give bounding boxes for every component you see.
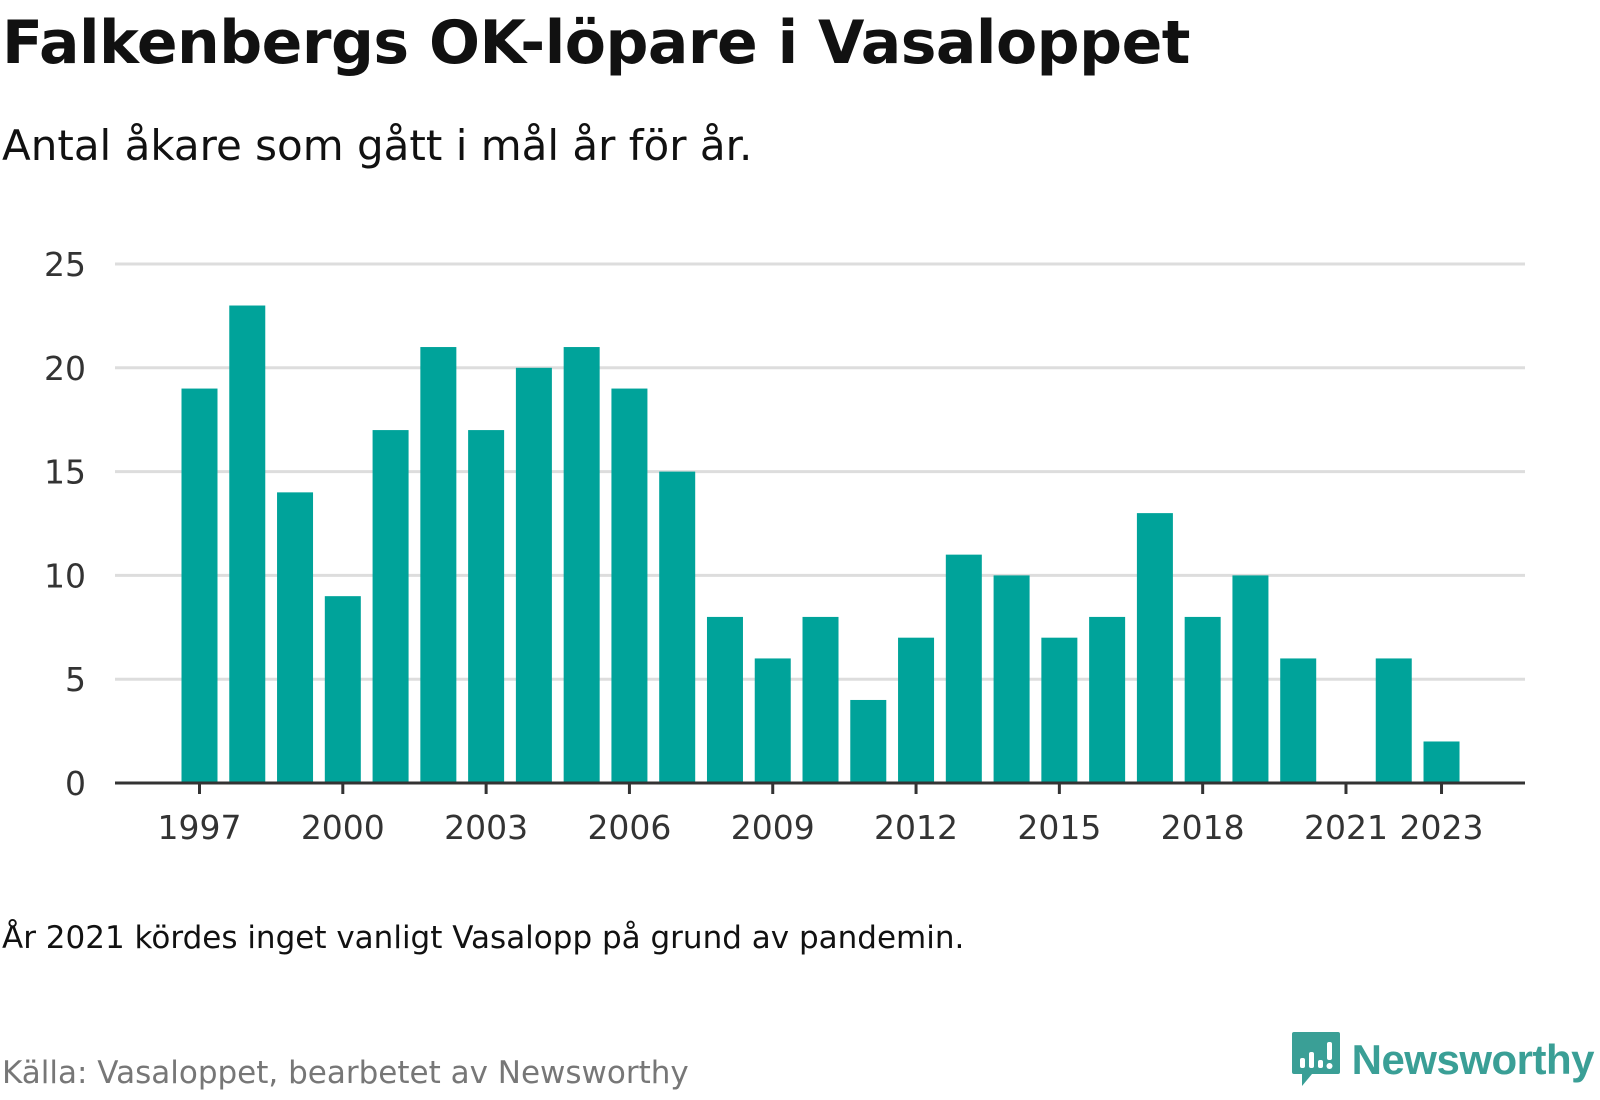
x-tick-label: 2021 [1304, 808, 1388, 847]
bar [802, 616, 839, 783]
x-tick-label: 2000 [301, 808, 385, 847]
y-tick-label: 25 [44, 245, 86, 284]
bar [993, 575, 1030, 783]
y-tick-label: 10 [44, 556, 86, 595]
bar [563, 347, 600, 783]
x-tick-label: 2023 [1400, 808, 1484, 847]
y-tick-label: 15 [44, 453, 86, 492]
chart-subtitle: Antal åkare som gått i mål år för år. [2, 121, 753, 170]
newsworthy-logo-icon [1291, 1032, 1340, 1086]
source-credit: Källa: Vasaloppet, bearbetet av Newswort… [2, 1055, 689, 1091]
bar [898, 637, 935, 783]
bar [1089, 616, 1126, 783]
chart-title: Falkenbergs OK-löpare i Vasaloppet [2, 8, 1190, 78]
x-tick-label: 2012 [874, 808, 958, 847]
brand-name: Newsworthy [1351, 1036, 1595, 1083]
bar-chart: 0 5 10 15 20 25 1997 2000 2003 2006 2009 2012 2015 2… [44, 245, 1525, 847]
bar [515, 367, 552, 783]
bar [611, 388, 648, 783]
brand-logo: Newsworthy [1290, 1030, 1595, 1090]
x-tick-label: 2018 [1161, 808, 1245, 847]
bar [706, 616, 743, 783]
bar [754, 658, 791, 783]
bar [945, 554, 982, 783]
bar [1280, 658, 1317, 783]
bar [468, 430, 505, 783]
bar [420, 347, 457, 783]
x-tick-label: 1997 [158, 808, 242, 847]
bar [277, 492, 314, 783]
bar [1375, 658, 1412, 783]
bar [324, 596, 361, 783]
bar [229, 305, 266, 783]
bar [372, 430, 409, 783]
x-tick-label: 2009 [731, 808, 815, 847]
bar [1136, 513, 1173, 783]
x-tick-label: 2015 [1017, 808, 1101, 847]
x-axis-ticks: 1997 2000 2003 2006 2009 2012 2015 2018 2021 2023 [158, 783, 1484, 847]
y-tick-label: 20 [44, 349, 86, 388]
y-axis-ticks: 0 5 10 15 20 25 [44, 245, 86, 803]
bar [1184, 616, 1221, 783]
bar [1423, 741, 1460, 783]
bar [850, 699, 887, 783]
y-tick-label: 0 [65, 764, 86, 803]
bar [1232, 575, 1269, 783]
bar [1041, 637, 1078, 783]
bars [181, 305, 1460, 783]
bar [659, 471, 696, 783]
x-tick-label: 2006 [587, 808, 671, 847]
y-tick-label: 5 [65, 660, 86, 699]
x-tick-label: 2003 [444, 808, 528, 847]
bar [181, 388, 218, 783]
chart-note: År 2021 kördes inget vanligt Vasalopp på… [2, 920, 965, 956]
